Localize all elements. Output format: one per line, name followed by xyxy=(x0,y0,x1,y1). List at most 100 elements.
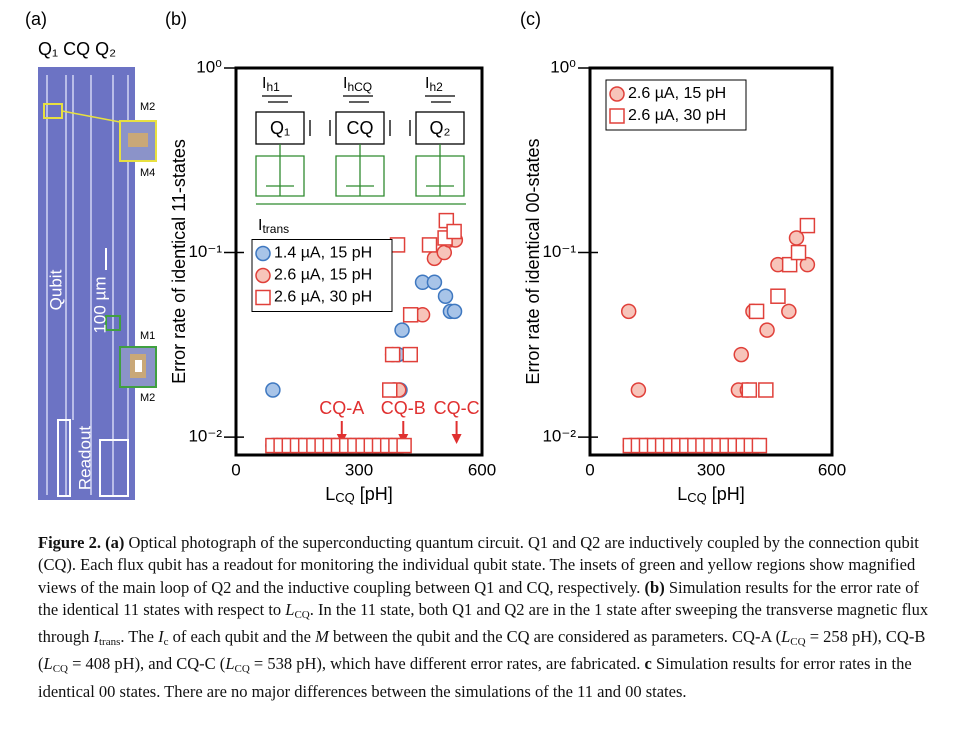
scale-label: 100 µm xyxy=(90,276,109,333)
x-tick-label: 0 xyxy=(231,460,240,479)
caption-text: Simulation results for the error rate of… xyxy=(38,577,920,619)
caption-text: c xyxy=(644,654,652,674)
symbol: I xyxy=(425,75,429,92)
legend-label: 2.6 µA, 15 pH xyxy=(628,85,726,102)
y-tick-label: 10⁰ xyxy=(196,57,222,76)
caption-text: CQ xyxy=(294,608,310,621)
bias-label: Ih1 xyxy=(262,75,280,94)
photo-lines xyxy=(46,75,129,495)
green-region xyxy=(105,315,121,331)
qubit-label: Q₂ xyxy=(430,118,451,138)
photo-background xyxy=(38,67,135,500)
square-marker xyxy=(751,437,768,454)
circle-marker xyxy=(437,288,454,304)
caption-text: CQ xyxy=(790,636,806,649)
x-tick-label: 300 xyxy=(345,460,373,479)
readout-box xyxy=(57,419,71,497)
caption-text: = 408 pH), and CQ-C ( xyxy=(67,654,226,674)
circle-marker xyxy=(426,274,443,291)
inset-label: M2 xyxy=(140,101,155,113)
bias-label: Ih2 xyxy=(425,75,443,94)
square-marker xyxy=(382,382,398,398)
x-tick-label: 300 xyxy=(697,460,725,479)
square-marker xyxy=(799,217,816,234)
caption-text: . The xyxy=(120,627,159,647)
caption-text: trans xyxy=(98,636,121,649)
unit: [pH] xyxy=(360,484,393,504)
circle-marker xyxy=(799,256,816,273)
panel-label: (a) xyxy=(25,9,47,29)
circle-marker xyxy=(733,346,749,363)
caption-text: Simulation results for error rates in th… xyxy=(38,654,912,701)
unit: [pH] xyxy=(712,484,745,504)
y-tick-label: 10⁻² xyxy=(542,427,576,446)
caption-text: between the qubit and the CQ are conside… xyxy=(328,627,782,647)
caption-text: L xyxy=(285,599,295,619)
subscript: CQ xyxy=(687,490,707,505)
readout-label: Readout xyxy=(75,426,94,491)
x-tick-label: 0 xyxy=(585,460,594,479)
circuit: Ih1 IhCQ Ih2 Q₁ CQ Q₂ Itrans xyxy=(255,75,466,236)
qubit-label: Q₁ xyxy=(270,118,290,138)
caption-text: of each qubit and the xyxy=(168,627,316,647)
y-tick-label: 10⁻¹ xyxy=(188,242,222,261)
caption-text: Figure 2. xyxy=(38,533,101,552)
transverse-label: Itrans xyxy=(258,217,289,236)
inset-label: M4 xyxy=(140,167,155,179)
circle-marker xyxy=(394,322,410,338)
legend-box xyxy=(251,239,393,312)
y-axis-label: Error rate of identical 00-states xyxy=(523,138,543,384)
annotation: CQ-A xyxy=(319,398,364,418)
photo: Q₁ CQ Q₂ M2 M4 M1 M2 Qubit 100 µm Readou… xyxy=(38,39,157,500)
circle-marker xyxy=(759,322,775,338)
legend-label: 2.6 µA, 30 pH xyxy=(274,289,372,306)
caption-text: c xyxy=(163,636,169,649)
square-marker xyxy=(770,288,786,304)
annotation: CQ-C xyxy=(434,398,480,418)
legend-marker xyxy=(255,289,271,306)
caption-text: CQ xyxy=(234,663,250,676)
photo-header: Q₁ CQ Q₂ xyxy=(38,39,116,59)
square-marker xyxy=(402,346,418,363)
x-axis-label: LCQ [pH] xyxy=(325,484,393,506)
bias-label: IhCQ xyxy=(343,75,372,94)
x-tick-label: 600 xyxy=(468,460,496,479)
caption-text: I xyxy=(93,627,99,647)
caption-text: L xyxy=(781,627,791,647)
legend-marker xyxy=(609,86,625,102)
legend-label: 2.6 µA, 30 pH xyxy=(628,107,726,124)
x-axis-label: LCQ [pH] xyxy=(677,484,745,506)
caption-text: (a) xyxy=(105,533,125,552)
square-marker xyxy=(758,382,774,398)
legend-label: 1.4 µA, 15 pH xyxy=(274,245,372,262)
symbol: I xyxy=(262,75,266,92)
legend-marker xyxy=(609,108,625,124)
legend-label: 2.6 µA, 15 pH xyxy=(274,267,372,284)
square-marker xyxy=(741,382,758,398)
legend-box xyxy=(605,79,747,131)
subscript: h2 xyxy=(429,80,443,94)
square-marker xyxy=(446,223,462,240)
y-tick-label: 10⁰ xyxy=(550,57,576,76)
caption-text: . In the 11 state, both Q1 and Q2 are in… xyxy=(38,599,929,647)
inset-label: M2 xyxy=(140,392,155,404)
symbol: L xyxy=(677,484,687,504)
annotation-arrowhead xyxy=(451,434,462,444)
circuit-wires xyxy=(255,95,465,145)
circle-marker xyxy=(265,382,281,398)
subscript: h1 xyxy=(266,80,280,94)
readout-box xyxy=(99,439,129,497)
inset-detail xyxy=(135,360,142,372)
caption-text: = 258 pH), CQ-B ( xyxy=(38,627,926,674)
circle-marker xyxy=(620,303,637,320)
x-tick-label: 600 xyxy=(818,460,846,479)
panel-label: (c) xyxy=(520,9,541,29)
panel-label: (b) xyxy=(165,9,187,29)
square-marker xyxy=(384,346,401,363)
caption-text: L xyxy=(43,654,53,674)
caption-text: (b) xyxy=(644,577,665,597)
circuit-loops xyxy=(255,144,466,205)
y-axis-label: Error rate of identical 11-states xyxy=(169,139,189,384)
circle-marker xyxy=(446,303,463,320)
